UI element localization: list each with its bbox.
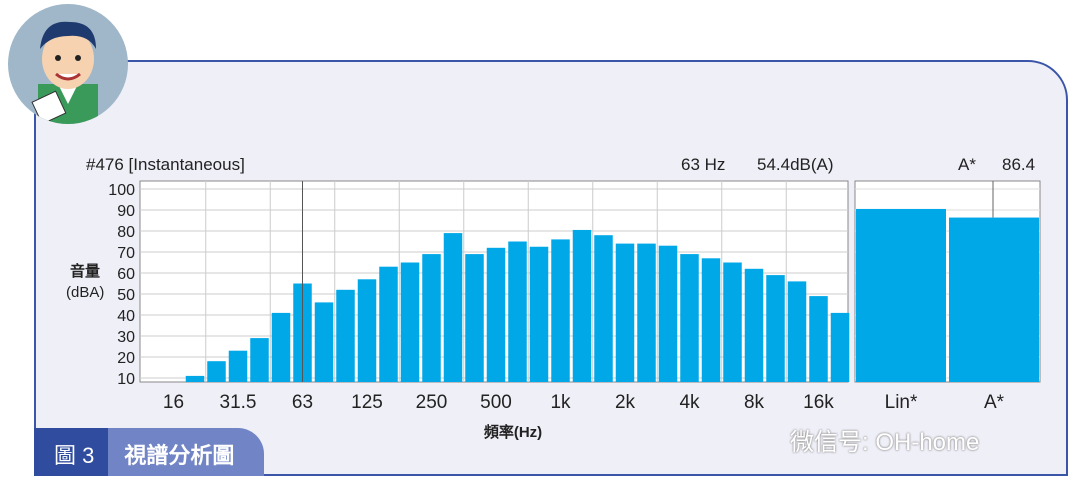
y-tick-label: 70 [117,245,135,262]
bar-2.5k [637,243,656,382]
y-tick-label: 50 [117,287,135,304]
cursor-frequency: 63 Hz [681,155,725,174]
bar-315 [443,233,463,382]
x-tick-label: 250 [416,392,448,413]
bar-12.5k [787,281,807,382]
bar-80 [314,302,334,382]
x-tick-label: 500 [480,392,512,413]
overall-x-label: Lin* [885,392,918,413]
y-tick-label: 90 [117,203,135,220]
bar-4k [680,254,699,382]
x-tick-label: 16k [803,392,834,413]
bar-2k [615,243,635,382]
x-tick-label: 2k [615,392,636,413]
bar-200 [400,262,420,382]
y-tick-label: 100 [108,182,135,199]
avatar [8,4,128,124]
bar-6.3k [723,262,742,382]
bar-500 [486,247,506,382]
x-tick-label: 16 [163,392,184,413]
bar-40 [250,338,269,382]
overall-label: A* [958,155,976,174]
bar-100 [336,289,355,382]
cartoon-man-icon [31,21,98,124]
watermark: 微信号: OH-home [790,429,980,456]
x-tick-label: 8k [744,392,765,413]
bar-overall-A* [949,217,1039,382]
x-tick-label: 31.5 [220,392,257,413]
bar-8k [744,268,764,382]
y-tick-label: 60 [117,266,135,283]
bar-50 [271,312,291,382]
cursor-level: 54.4dB(A) [757,155,834,174]
bar-160 [379,266,398,382]
x-tick-label: 63 [292,392,313,413]
bar-400 [465,254,484,382]
bar-800 [529,246,549,382]
bar-1.25k [572,229,592,382]
bar-1k [551,239,570,382]
x-axis-label: 頻率(Hz) [484,423,542,441]
y-tick-label: 80 [117,224,135,241]
bar-25 [207,361,226,382]
bar-10k [766,275,785,382]
bar-250 [422,254,441,382]
bar-3.15k [658,245,678,382]
x-tick-label: 4k [679,392,700,413]
x-tick-label: 125 [351,392,383,413]
figure-title: 視譜分析圖 [108,428,265,476]
bar-16k [809,296,828,382]
y-tick-label: 40 [117,308,135,325]
bar-overall-Lin* [856,208,946,382]
bar-20k [830,312,850,382]
figure-number: 圖 3 [34,428,109,476]
figure-caption: 圖 3 視譜分析圖 [34,428,265,476]
overall-x-label: A* [984,392,1005,413]
y-tick-label: 20 [117,350,135,367]
bar-630 [508,241,527,382]
y-tick-label: 10 [117,371,135,388]
y-axis-label-2: (dBA) [66,284,104,301]
x-tick-label: 1k [550,392,571,413]
bar-5k [701,258,721,382]
bar-125 [357,279,377,382]
y-tick-label: 30 [117,329,135,346]
bar-1.6k [594,235,613,382]
overall-value: 86.4 [1002,155,1035,174]
chart-title: #476 [Instantaneous] [86,155,245,174]
bar-31.5 [228,350,248,382]
bar-20 [185,375,205,382]
y-axis-label-1: 音量 [70,262,100,280]
